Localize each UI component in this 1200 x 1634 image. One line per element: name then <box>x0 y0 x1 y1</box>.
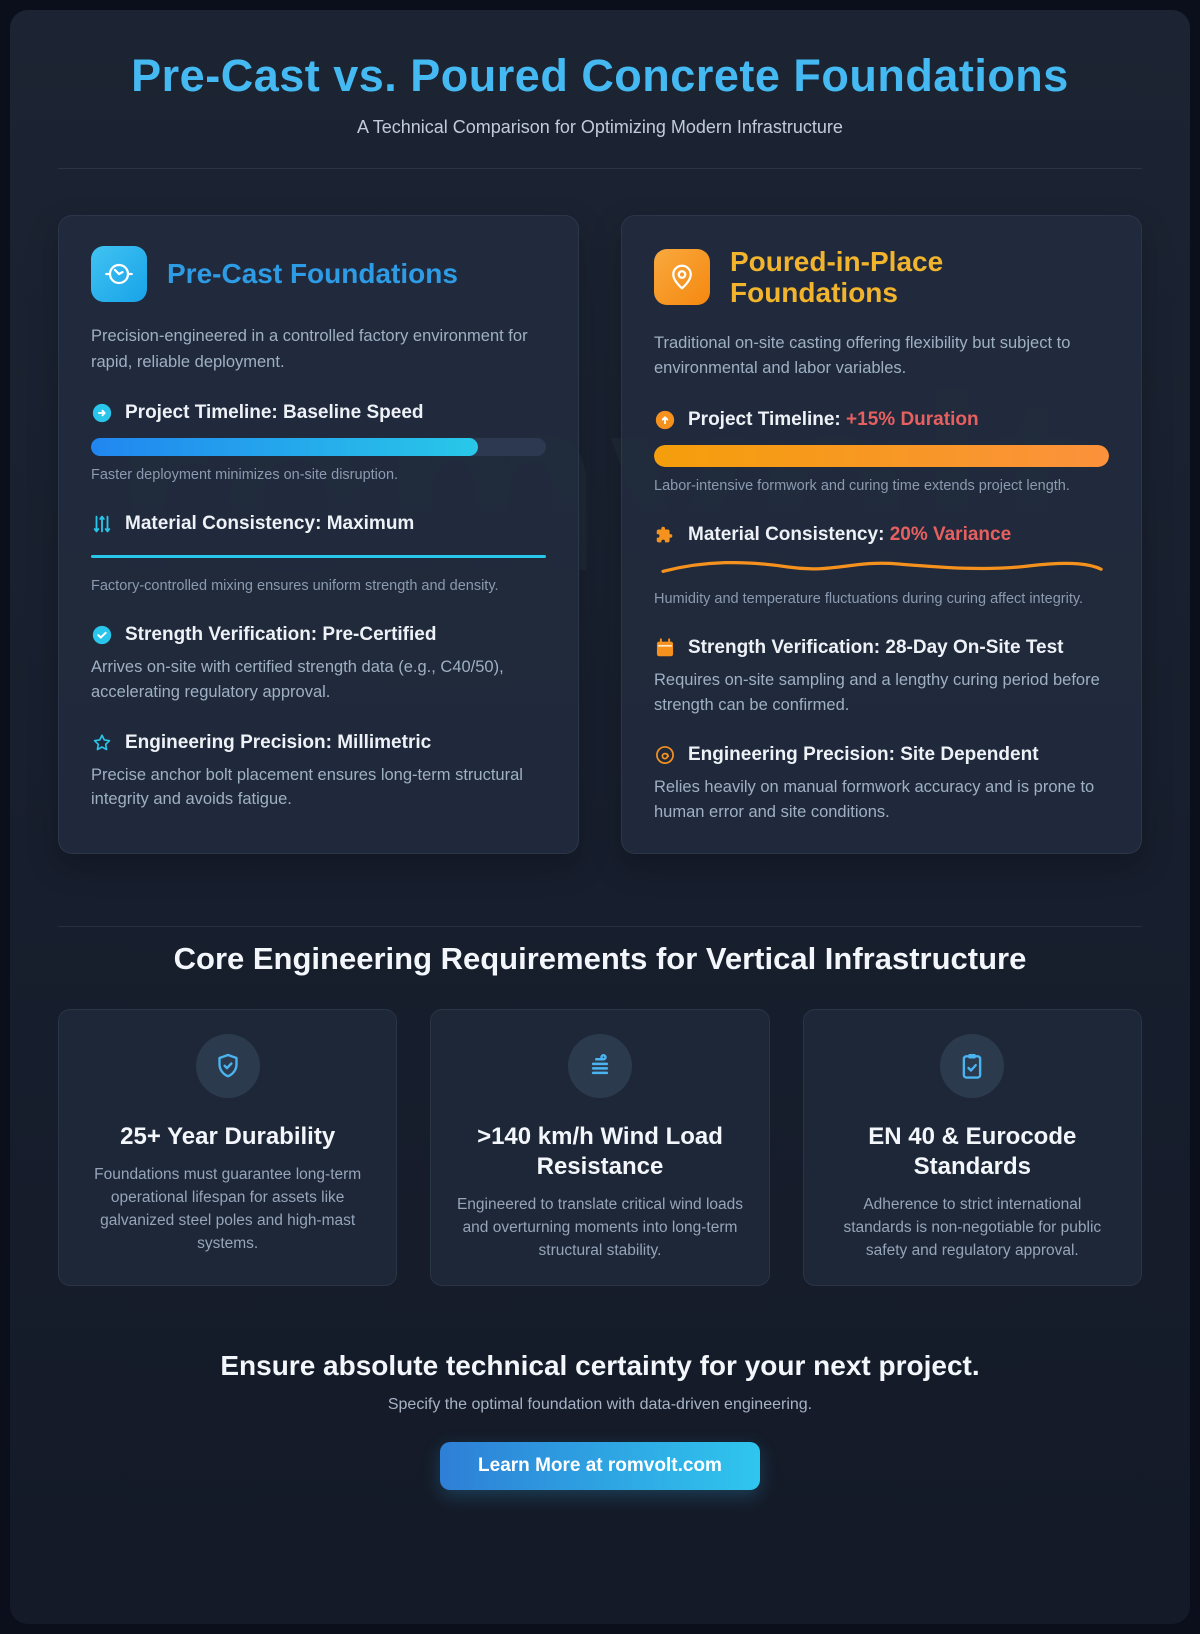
metric-label: Strength Verification: 28-Day On-Site Te… <box>688 636 1064 658</box>
metric-precision: Engineering Precision: Millimetric Preci… <box>91 732 546 813</box>
sliders-icon <box>91 513 113 535</box>
metric-body: Relies heavily on manual formwork accura… <box>654 778 1095 822</box>
clipboard-check-icon <box>940 1033 1005 1098</box>
metric-label: Project Timeline: Baseline Speed <box>125 402 424 424</box>
metric-consistency: Material Consistency: Maximum Factory-co… <box>91 513 546 597</box>
requirements-section: 25+ Year Durability Foundations must gua… <box>58 1008 1142 1286</box>
spiral-icon <box>654 744 676 766</box>
requirement-title: >140 km/h Wind Load Resistance <box>477 1122 723 1180</box>
metric-strength: Strength Verification: Pre-Certified Arr… <box>91 624 546 705</box>
metric-body: Requires on-site sampling and a lengthy … <box>654 670 1100 714</box>
circle-arrow-up-icon <box>654 409 676 431</box>
metric-value: 20% Variance <box>889 523 1012 545</box>
metric-caption: Factory-controlled mixing ensures unifor… <box>91 578 499 595</box>
metric-timeline: Project Timeline: +15% Duration Labor-in… <box>654 409 1109 497</box>
metric-body: Precise anchor bolt placement ensures lo… <box>91 765 523 809</box>
requirement-card-wind-load: >140 km/h Wind Load Resistance Engineere… <box>430 1008 770 1286</box>
cta-heading: Ensure absolute technical certainty for … <box>220 1349 980 1381</box>
requirement-title: 25+ Year Durability <box>120 1122 336 1150</box>
metric-value: Maximum <box>326 513 415 535</box>
requirement-body: Adherence to strict international standa… <box>843 1195 1102 1259</box>
poured-card-description: Traditional on-site casting offering fle… <box>654 333 1071 378</box>
poured-card-title: Poured-in-Place Foundations <box>730 246 944 309</box>
metric-label: Project Timeline: +15% Duration <box>688 408 979 430</box>
calendar-icon <box>654 637 676 659</box>
consistency-line <box>91 555 546 559</box>
puzzle-icon <box>654 524 676 546</box>
learn-more-button[interactable]: Learn More at romvolt.com <box>440 1441 760 1490</box>
circle-arrow-right-icon <box>91 402 113 424</box>
metric-strength: Strength Verification: 28-Day On-Site Te… <box>654 637 1109 718</box>
metric-value: Pre-Certified <box>322 624 437 646</box>
metric-body: Arrives on-site with certified strength … <box>91 658 504 701</box>
star-icon <box>91 732 113 754</box>
metric-value: 28-Day On-Site Test <box>885 636 1064 658</box>
metric-caption: Labor-intensive formwork and curing time… <box>654 477 1070 494</box>
variance-wave <box>661 560 1103 573</box>
metric-timeline: Project Timeline: Baseline Speed Faster … <box>91 402 546 486</box>
metric-label: Material Consistency: 20% Variance <box>688 523 1012 545</box>
map-pin-icon <box>654 249 710 306</box>
badge-check-icon <box>91 624 113 646</box>
requirement-body: Engineered to translate critical wind lo… <box>456 1195 744 1259</box>
precast-card: Pre-Cast Foundations Precision-engineere… <box>58 215 579 854</box>
shield-check-icon <box>195 1033 260 1098</box>
requirement-body: Foundations must guarantee long-term ope… <box>94 1165 362 1252</box>
cta-subheading: Specify the optimal foundation with data… <box>387 1395 813 1413</box>
progress-track <box>654 444 1109 467</box>
cta-section: Ensure absolute technical certainty for … <box>58 1350 1142 1490</box>
requirement-card-standards: EN 40 & Eurocode Standards Adherence to … <box>802 1008 1142 1286</box>
metric-label: Material Consistency: Maximum <box>125 513 415 535</box>
metric-value: Site Dependent <box>900 744 1039 766</box>
metric-label: Engineering Precision: Millimetric <box>125 731 432 753</box>
progress-track <box>91 438 546 457</box>
requirement-card-durability: 25+ Year Durability Foundations must gua… <box>58 1008 398 1286</box>
wind-lines-icon <box>567 1033 632 1098</box>
metric-caption: Faster deployment minimizes on-site disr… <box>91 467 399 484</box>
header-divider <box>58 168 1142 169</box>
requirement-title: EN 40 & Eurocode Standards <box>868 1122 1077 1180</box>
comparison-section: Pre-Cast Foundations Precision-engineere… <box>58 215 1142 854</box>
precast-card-title: Pre-Cast Foundations <box>167 258 458 290</box>
page-subtitle: A Technical Comparison for Optimizing Mo… <box>357 117 843 137</box>
progress-fill <box>91 438 478 457</box>
requirements-heading: Core Engineering Requirements for Vertic… <box>173 940 1027 976</box>
metric-label: Engineering Precision: Site Dependent <box>688 744 1039 766</box>
metric-precision: Engineering Precision: Site Dependent Re… <box>654 744 1109 825</box>
page-title: Pre-Cast vs. Poured Concrete Foundations <box>131 50 1069 101</box>
precast-card-description: Precision-engineered in a controlled fac… <box>91 327 528 371</box>
metric-label: Strength Verification: Pre-Certified <box>125 624 437 646</box>
progress-fill <box>654 444 1109 467</box>
section-divider <box>58 925 1142 927</box>
metric-value: Millimetric <box>337 731 432 753</box>
metric-value: Baseline Speed <box>283 402 424 424</box>
poured-card: Poured-in-Place Foundations Traditional … <box>621 215 1142 854</box>
metric-value: +15% Duration <box>846 408 979 430</box>
metric-caption: Humidity and temperature fluctuations du… <box>654 590 1084 607</box>
page-container: romvolt Pre-Cast vs. Poured Concrete Fou… <box>10 10 1190 1624</box>
metric-consistency: Material Consistency: 20% Variance Humid… <box>654 524 1109 610</box>
timer-icon <box>91 246 147 302</box>
